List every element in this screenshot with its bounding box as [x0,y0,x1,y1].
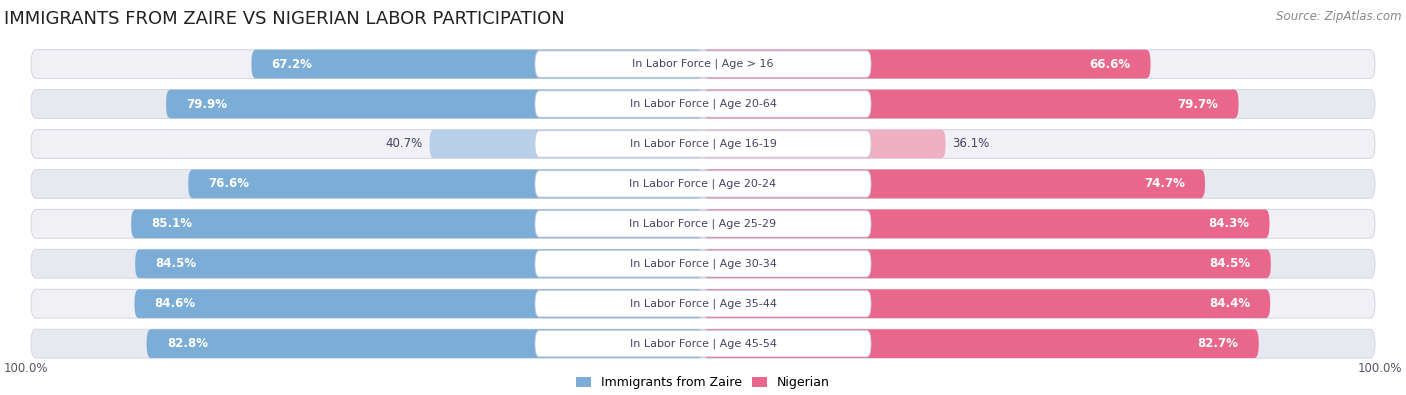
FancyBboxPatch shape [536,331,870,357]
Text: 76.6%: 76.6% [208,177,249,190]
FancyBboxPatch shape [31,209,1375,238]
FancyBboxPatch shape [135,290,703,318]
FancyBboxPatch shape [536,211,870,237]
FancyBboxPatch shape [131,209,703,238]
Text: 74.7%: 74.7% [1144,177,1185,190]
Text: 67.2%: 67.2% [271,58,312,71]
Text: 84.5%: 84.5% [1209,257,1251,270]
FancyBboxPatch shape [166,90,703,118]
FancyBboxPatch shape [536,171,870,197]
FancyBboxPatch shape [703,329,1258,358]
FancyBboxPatch shape [31,50,1375,79]
Text: 36.1%: 36.1% [952,137,990,150]
FancyBboxPatch shape [31,329,1375,358]
FancyBboxPatch shape [252,50,703,79]
Text: 40.7%: 40.7% [385,137,423,150]
Text: In Labor Force | Age 45-54: In Labor Force | Age 45-54 [630,339,776,349]
Text: In Labor Force | Age 20-24: In Labor Force | Age 20-24 [630,179,776,189]
FancyBboxPatch shape [135,249,703,278]
FancyBboxPatch shape [703,209,1270,238]
FancyBboxPatch shape [703,249,1271,278]
FancyBboxPatch shape [146,329,703,358]
Legend: Immigrants from Zaire, Nigerian: Immigrants from Zaire, Nigerian [571,371,835,394]
FancyBboxPatch shape [703,130,946,158]
FancyBboxPatch shape [703,90,1239,118]
Text: 84.4%: 84.4% [1209,297,1250,310]
Text: In Labor Force | Age 25-29: In Labor Force | Age 25-29 [630,218,776,229]
Text: 82.7%: 82.7% [1198,337,1239,350]
Text: 85.1%: 85.1% [152,217,193,230]
Text: 82.8%: 82.8% [167,337,208,350]
FancyBboxPatch shape [536,131,870,157]
Text: Source: ZipAtlas.com: Source: ZipAtlas.com [1277,10,1402,23]
FancyBboxPatch shape [703,290,1270,318]
FancyBboxPatch shape [536,291,870,317]
Text: IMMIGRANTS FROM ZAIRE VS NIGERIAN LABOR PARTICIPATION: IMMIGRANTS FROM ZAIRE VS NIGERIAN LABOR … [4,10,565,28]
FancyBboxPatch shape [31,130,1375,158]
Text: 84.3%: 84.3% [1208,217,1250,230]
FancyBboxPatch shape [188,169,703,198]
Text: 100.0%: 100.0% [4,362,49,375]
FancyBboxPatch shape [31,249,1375,278]
FancyBboxPatch shape [31,90,1375,118]
Text: In Labor Force | Age 16-19: In Labor Force | Age 16-19 [630,139,776,149]
FancyBboxPatch shape [703,169,1205,198]
FancyBboxPatch shape [536,250,870,277]
FancyBboxPatch shape [536,51,870,77]
Text: In Labor Force | Age 20-64: In Labor Force | Age 20-64 [630,99,776,109]
Text: 79.9%: 79.9% [186,98,228,111]
Text: 79.7%: 79.7% [1177,98,1219,111]
FancyBboxPatch shape [31,169,1375,198]
Text: 100.0%: 100.0% [1357,362,1402,375]
Text: In Labor Force | Age > 16: In Labor Force | Age > 16 [633,59,773,70]
FancyBboxPatch shape [536,91,870,117]
Text: 84.6%: 84.6% [155,297,195,310]
Text: In Labor Force | Age 30-34: In Labor Force | Age 30-34 [630,259,776,269]
FancyBboxPatch shape [429,130,703,158]
FancyBboxPatch shape [703,50,1150,79]
Text: In Labor Force | Age 35-44: In Labor Force | Age 35-44 [630,299,776,309]
FancyBboxPatch shape [31,290,1375,318]
Text: 84.5%: 84.5% [155,257,197,270]
Text: 66.6%: 66.6% [1090,58,1130,71]
